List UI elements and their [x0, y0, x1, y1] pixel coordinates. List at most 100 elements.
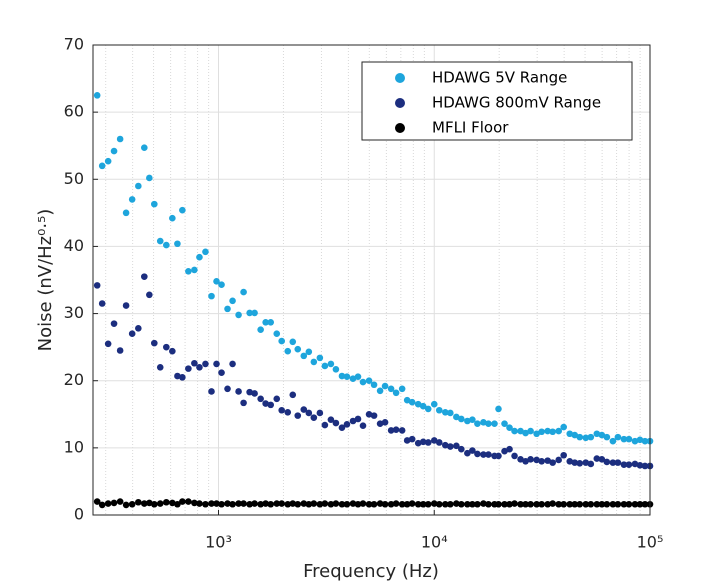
data-point — [332, 366, 340, 373]
data-point — [354, 500, 362, 508]
data-point — [122, 302, 130, 309]
data-point — [332, 419, 340, 427]
data-point — [202, 248, 209, 256]
data-point — [257, 395, 264, 403]
data-point — [424, 439, 432, 446]
data-point — [305, 348, 313, 356]
data-point — [517, 455, 524, 463]
data-point — [555, 456, 562, 464]
data-point — [179, 206, 186, 214]
data-point — [447, 443, 454, 450]
data-point — [517, 500, 524, 508]
data-point — [441, 441, 449, 449]
data-point — [284, 347, 292, 355]
data-point — [208, 388, 215, 395]
data-point — [224, 385, 231, 393]
data-point — [191, 266, 198, 274]
data-point — [587, 500, 595, 508]
data-point — [381, 500, 389, 508]
data-point — [370, 412, 378, 419]
data-point — [251, 390, 258, 397]
data-point — [122, 501, 130, 509]
data-point — [135, 182, 142, 190]
data-point — [441, 500, 449, 508]
data-point — [603, 500, 611, 508]
data-point — [576, 500, 584, 508]
legend-label: HDAWG 800mV Range — [432, 94, 601, 112]
data-point — [485, 500, 492, 508]
data-point — [278, 406, 285, 414]
data-point — [174, 500, 181, 508]
x-tick-label: 10⁵ — [637, 533, 664, 552]
data-point — [262, 500, 269, 507]
x-axis-label: Frequency (Hz) — [303, 561, 439, 582]
data-point — [284, 500, 292, 508]
data-point — [403, 500, 411, 508]
data-point — [135, 498, 142, 506]
data-point — [208, 500, 215, 507]
data-point — [408, 500, 416, 507]
data-point — [98, 162, 106, 170]
data-point — [424, 405, 432, 413]
data-point — [262, 400, 269, 407]
y-tick-label: 70 — [64, 35, 84, 54]
data-point — [196, 363, 203, 371]
data-point — [447, 409, 454, 417]
data-point — [506, 500, 513, 508]
data-point — [343, 373, 351, 380]
data-point — [593, 430, 601, 438]
data-point — [224, 305, 231, 313]
data-point — [110, 147, 118, 155]
data-point — [408, 398, 416, 406]
data-point — [392, 500, 400, 507]
data-point — [235, 311, 242, 319]
data-point — [305, 500, 313, 508]
data-point — [566, 457, 574, 465]
data-point — [179, 498, 186, 505]
data-point — [251, 500, 258, 507]
data-point — [631, 460, 639, 468]
data-point — [310, 414, 318, 421]
data-point — [128, 196, 136, 203]
data-point — [305, 409, 313, 417]
data-point — [609, 459, 617, 466]
x-tick-label: 10⁴ — [421, 533, 448, 552]
data-point — [284, 408, 292, 416]
data-point — [169, 499, 176, 507]
data-point — [501, 420, 508, 427]
data-point — [156, 500, 164, 507]
data-point — [566, 430, 574, 438]
data-point — [321, 421, 329, 429]
data-point — [93, 92, 101, 99]
data-point — [174, 372, 181, 380]
data-point — [430, 437, 438, 444]
data-point — [464, 449, 471, 457]
data-point — [156, 237, 164, 245]
data-point — [424, 500, 432, 508]
data-point — [625, 500, 633, 508]
data-point — [354, 415, 362, 423]
data-point — [527, 427, 534, 435]
data-point — [300, 352, 308, 360]
data-point — [310, 358, 318, 366]
data-point — [273, 330, 281, 338]
legend-marker — [395, 73, 405, 83]
data-point — [251, 309, 258, 317]
data-point — [163, 241, 170, 249]
data-point — [196, 500, 203, 507]
data-point — [387, 385, 395, 393]
data-point — [202, 360, 209, 368]
data-point — [631, 437, 639, 445]
data-point — [435, 439, 443, 446]
data-point — [104, 157, 112, 165]
data-point — [98, 300, 106, 307]
data-point — [614, 459, 622, 466]
data-point — [370, 381, 378, 389]
data-point — [202, 500, 209, 508]
data-point — [609, 437, 617, 445]
data-point — [359, 422, 367, 430]
data-point — [267, 319, 275, 326]
data-point — [414, 400, 422, 408]
data-point — [555, 500, 562, 508]
